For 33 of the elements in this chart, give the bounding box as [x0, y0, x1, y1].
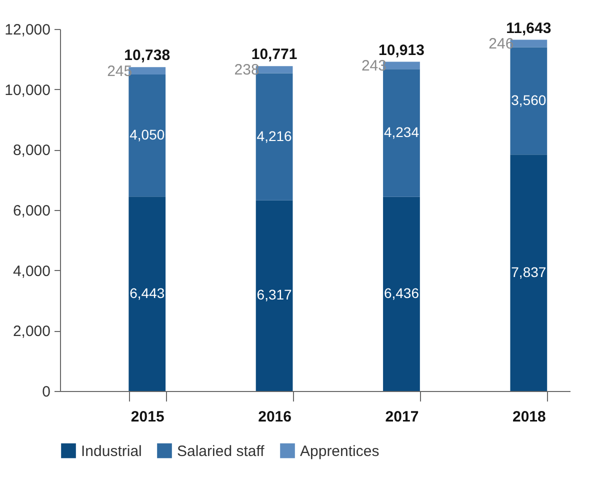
y-tick-label: 8,000: [12, 142, 50, 160]
y-tick-label: 10,000: [4, 82, 50, 99]
total-label: 10,913: [378, 42, 424, 59]
data-label: 4,216: [256, 128, 292, 144]
total-label: 10,738: [124, 47, 170, 64]
y-tick-label: 0: [42, 384, 50, 400]
legend-label: Salaried staff: [177, 442, 266, 460]
bar: [510, 47, 548, 155]
x-tick-label: 2017: [385, 408, 419, 426]
y-tick-label: 2,000: [12, 323, 50, 340]
bar: [128, 196, 166, 391]
data-label: 6,436: [384, 284, 420, 301]
x-tick-label: 2018: [512, 408, 546, 426]
data-label: 7,837: [511, 264, 546, 280]
x-tick-label: 2016: [258, 408, 292, 426]
total-label: 11,643: [506, 20, 552, 37]
bar: [256, 200, 293, 391]
data-label: 6,443: [130, 284, 165, 301]
legend-label: Industrial: [81, 442, 142, 460]
data-label: 3,560: [511, 92, 546, 108]
y-tick-label: 6,000: [12, 202, 50, 220]
y-tick-label: 4,000: [12, 262, 50, 280]
total-label: 10,771: [251, 46, 298, 64]
data-label: 6,317: [256, 286, 292, 303]
data-label: 4,050: [130, 126, 165, 143]
x-tick-label: 2015: [130, 408, 164, 426]
data-label: 4,234: [384, 124, 420, 140]
y-tick-label: 12,000: [4, 22, 50, 38]
bar: [256, 73, 293, 200]
legend-label: Apprentices: [300, 442, 380, 460]
bar: [383, 196, 420, 391]
bar: [510, 154, 548, 391]
bar: [383, 69, 420, 197]
